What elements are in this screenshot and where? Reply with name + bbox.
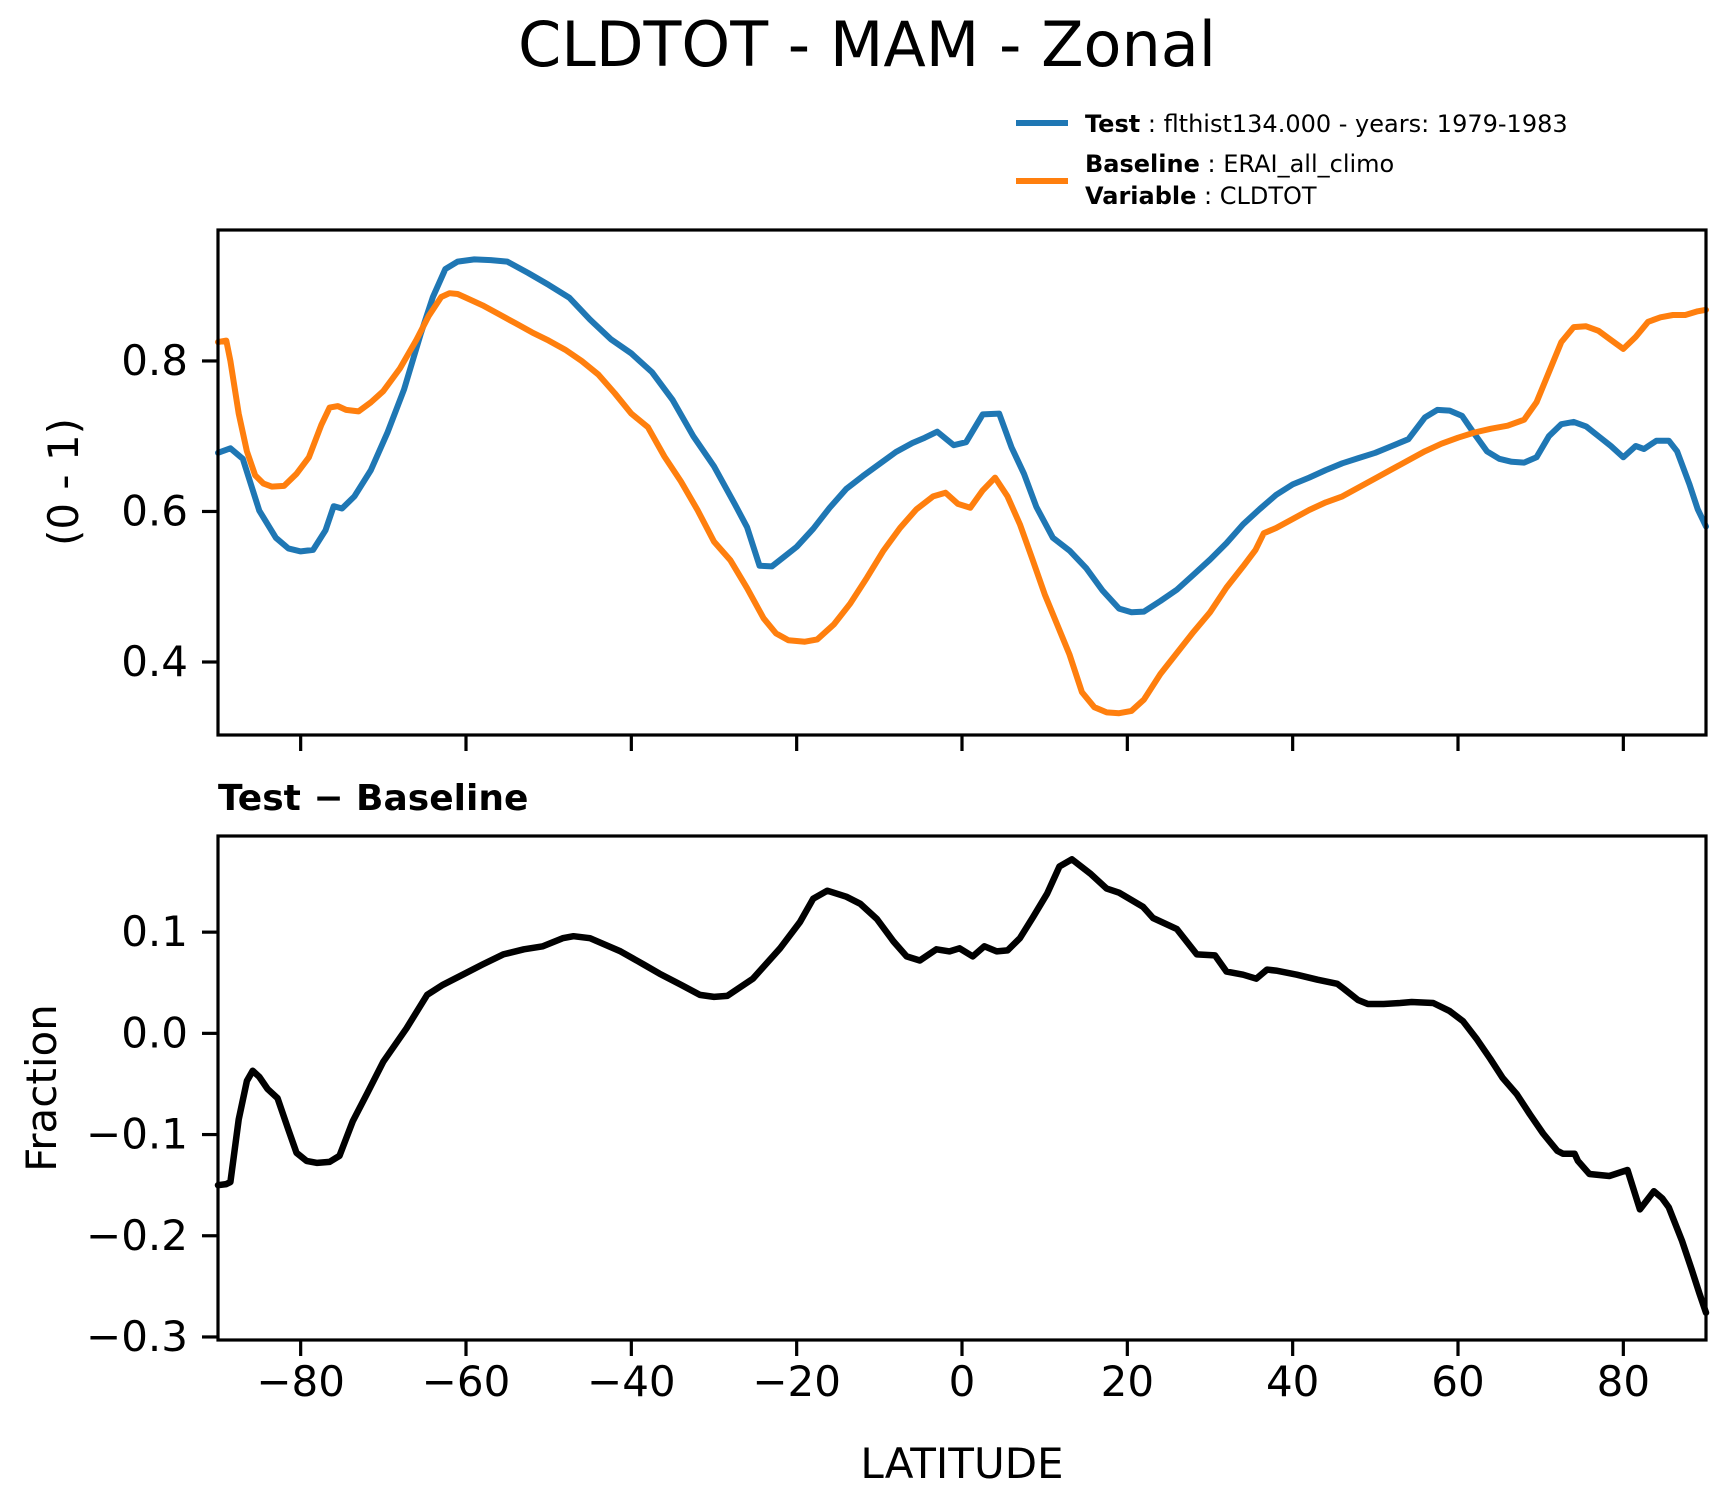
x-axis-label: LATITUDE bbox=[860, 1439, 1063, 1488]
legend: Test : flthist134.000 - years: 1979-1983… bbox=[1016, 110, 1568, 210]
x-tick-label: 40 bbox=[1266, 1357, 1319, 1406]
y-tick-label: 0.6 bbox=[121, 486, 188, 535]
diff-subplot-title: Test − Baseline bbox=[218, 778, 528, 819]
figure-title: CLDTOT - MAM - Zonal bbox=[518, 8, 1216, 81]
y-tick-label: −0.2 bbox=[86, 1211, 188, 1260]
top-axes: 0.4 0.6 0.8 bbox=[121, 228, 1709, 751]
legend-baseline-label: Baseline : ERAI_all_climo bbox=[1085, 150, 1394, 178]
bottom-y-axis-label: Fraction bbox=[17, 1004, 66, 1172]
legend-baseline-key: Baseline bbox=[1085, 150, 1200, 178]
y-tick-label: 0.4 bbox=[121, 637, 188, 686]
x-tick-label: 20 bbox=[1101, 1357, 1154, 1406]
legend-variable-value: : CLDTOT bbox=[1196, 182, 1317, 210]
x-tick-label: 80 bbox=[1597, 1357, 1650, 1406]
x-tick-label: −40 bbox=[587, 1357, 676, 1406]
y-tick-label: 0.1 bbox=[121, 907, 188, 956]
legend-variable-key: Variable bbox=[1085, 182, 1196, 210]
x-tick-label: −80 bbox=[256, 1357, 345, 1406]
legend-test-label: Test : flthist134.000 - years: 1979-1983 bbox=[1085, 110, 1568, 138]
x-tick-label: 0 bbox=[949, 1357, 976, 1406]
y-tick-label: −0.3 bbox=[86, 1312, 188, 1361]
x-tick-label: −60 bbox=[422, 1357, 511, 1406]
legend-test-key: Test bbox=[1085, 110, 1140, 138]
series-line-test bbox=[215, 256, 1709, 616]
axes-frame bbox=[216, 228, 1708, 737]
legend-variable-label: Variable : CLDTOT bbox=[1085, 182, 1317, 210]
series-line-test-baseline bbox=[214, 856, 1710, 1316]
series-line-baseline bbox=[215, 290, 1709, 717]
top-y-axis-label: (0 - 1) bbox=[39, 418, 88, 546]
y-tick-label: 0.8 bbox=[121, 336, 188, 385]
y-tick-label: 0.0 bbox=[121, 1008, 188, 1057]
x-tick-label: 60 bbox=[1431, 1357, 1484, 1406]
axes-frame bbox=[216, 834, 1708, 1342]
bottom-axes: −80 −60 −40 −20 0 20 40 60 80 0.1 0.0 −0.1 −0.2 −0.3 bbox=[86, 834, 1710, 1406]
legend-test-value: : flthist134.000 - years: 1979-1983 bbox=[1140, 110, 1567, 138]
legend-baseline-value: : ERAI_all_climo bbox=[1200, 150, 1394, 178]
y-tick-label: −0.1 bbox=[86, 1110, 188, 1159]
x-tick-label: −20 bbox=[752, 1357, 841, 1406]
